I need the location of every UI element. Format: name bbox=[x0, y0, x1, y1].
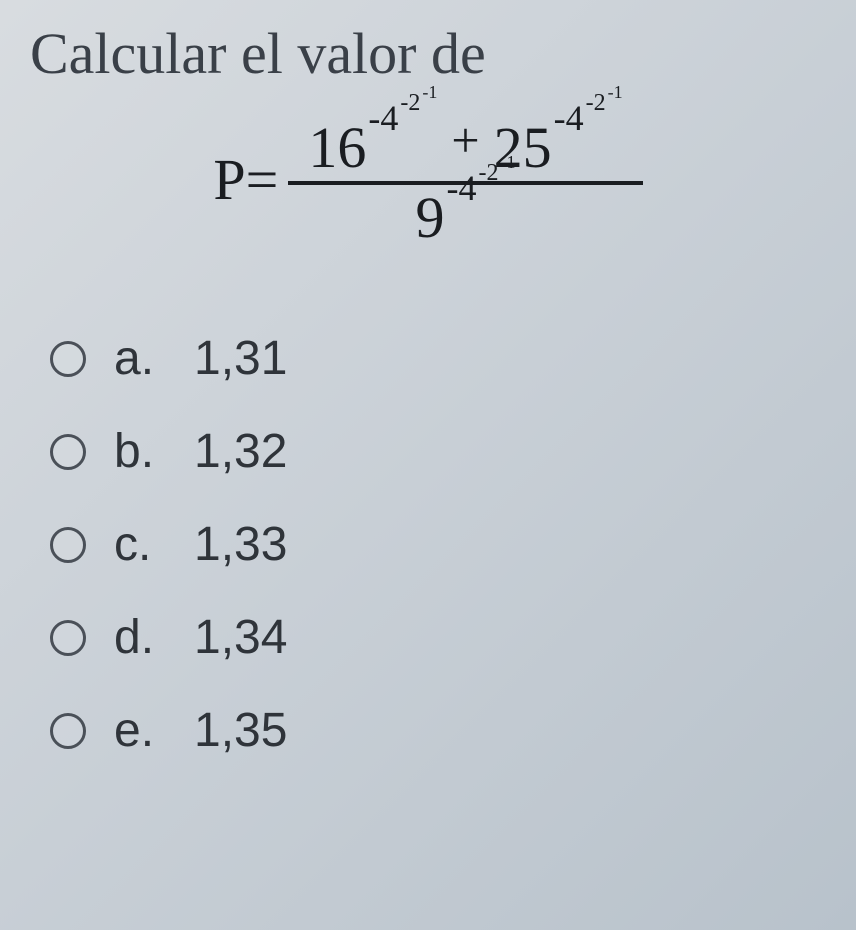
option-a[interactable]: a. 1,31 bbox=[50, 331, 826, 386]
option-value: 1,33 bbox=[194, 517, 287, 572]
e3: -1 bbox=[608, 82, 623, 103]
option-value: 1,32 bbox=[194, 424, 287, 479]
option-c[interactable]: c. 1,33 bbox=[50, 517, 826, 572]
option-value: 1,34 bbox=[194, 610, 287, 665]
e1: -4 bbox=[446, 167, 476, 209]
option-letter: c. bbox=[114, 517, 164, 572]
exp2: -2 -1 bbox=[400, 90, 437, 117]
options-list: a. 1,31 b. 1,32 c. 1,33 d. 1,34 e. 1,35 bbox=[30, 331, 826, 758]
e2: -2 bbox=[478, 160, 498, 187]
fraction: 16 -4 -2 -1 + 25 -4 -2 -1 bbox=[288, 107, 642, 251]
option-d[interactable]: d. 1,34 bbox=[50, 610, 826, 665]
e2: -2 bbox=[400, 90, 420, 117]
e1: -4 bbox=[554, 97, 584, 139]
e1: -4 bbox=[368, 97, 398, 139]
radio-icon[interactable] bbox=[50, 341, 86, 377]
plus-sign: + bbox=[451, 111, 479, 169]
exp2: -2 -1 bbox=[478, 160, 515, 187]
radio-icon[interactable] bbox=[50, 527, 86, 563]
e3: -1 bbox=[500, 152, 515, 173]
base: 9 bbox=[415, 189, 444, 247]
radio-icon[interactable] bbox=[50, 713, 86, 749]
option-letter: a. bbox=[114, 331, 164, 386]
option-e[interactable]: e. 1,35 bbox=[50, 703, 826, 758]
base: 16 bbox=[308, 119, 366, 177]
exp1: -4 -2 -1 bbox=[554, 97, 623, 139]
radio-icon[interactable] bbox=[50, 434, 86, 470]
exp1: -4 -2 -1 bbox=[446, 167, 515, 209]
option-letter: b. bbox=[114, 424, 164, 479]
option-letter: e. bbox=[114, 703, 164, 758]
option-value: 1,35 bbox=[194, 703, 287, 758]
option-letter: d. bbox=[114, 610, 164, 665]
exp1: -4 -2 -1 bbox=[368, 97, 437, 139]
formula-lhs: P= bbox=[213, 146, 278, 213]
formula: P= 16 -4 -2 -1 + 25 -4 -2 bbox=[30, 107, 826, 251]
radio-icon[interactable] bbox=[50, 620, 86, 656]
denominator: 9 -4 -2 -1 bbox=[395, 185, 535, 251]
num-term-1: 16 -4 -2 -1 bbox=[308, 119, 437, 177]
exp2: -2 -1 bbox=[586, 90, 623, 117]
question-prompt: Calcular el valor de bbox=[30, 20, 826, 87]
e2: -2 bbox=[586, 90, 606, 117]
option-value: 1,31 bbox=[194, 331, 287, 386]
den-term-1: 9 -4 -2 -1 bbox=[415, 189, 515, 247]
option-b[interactable]: b. 1,32 bbox=[50, 424, 826, 479]
e3: -1 bbox=[422, 82, 437, 103]
